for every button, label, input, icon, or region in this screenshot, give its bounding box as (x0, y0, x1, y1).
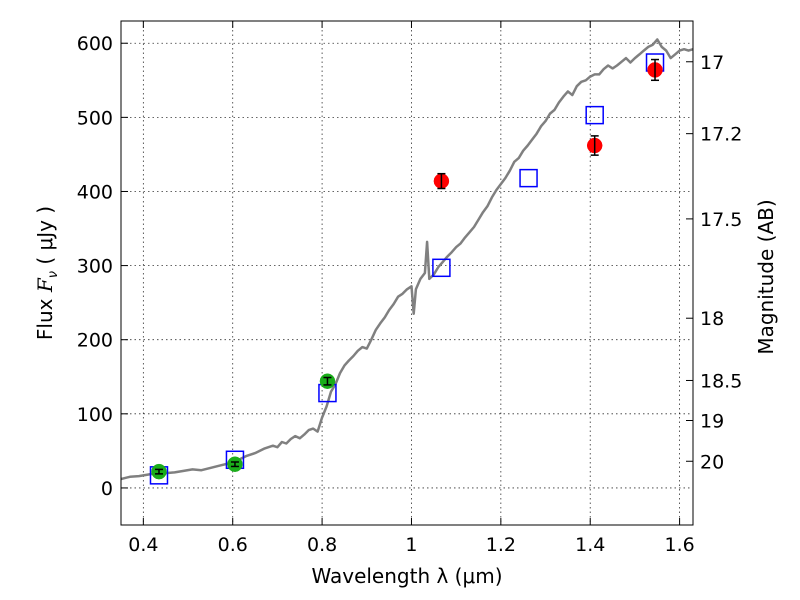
data-layer (121, 38, 693, 485)
y-axis-label-unit: ( μJy ) (33, 206, 57, 271)
axes-layer: 0.4 0.6 0.8 1 1.2 1.4 1.6 0 100 200 300 400 500 600 17… (77, 21, 742, 556)
x-tick-label: 0.6 (218, 534, 248, 556)
model-point (432, 258, 451, 278)
spectrum-line (121, 38, 693, 481)
x-tick-label: 0.8 (307, 534, 337, 556)
y-axis-label-prefix: Flux (33, 292, 57, 340)
y-tick-label: 400 (77, 181, 113, 203)
y-tick-label: 100 (77, 404, 113, 426)
x-tick-label: 1 (405, 534, 417, 556)
x-tick-label: 1.4 (575, 534, 605, 556)
x-tick-label: 0.4 (128, 534, 158, 556)
mag-tick-label: 17.5 (700, 209, 742, 231)
mag-tick-label: 18.5 (700, 370, 742, 392)
x-tick-label: 1.6 (664, 534, 694, 556)
mag-tick-label: 17.2 (700, 124, 742, 146)
mag-tick-label: 20 (700, 451, 724, 473)
plot-frame (120, 20, 694, 526)
y-tick-label: 200 (77, 330, 113, 352)
model-point (585, 105, 604, 125)
grid-layer (121, 21, 693, 525)
right-axis-label: Magnitude (AB) (754, 199, 778, 354)
y-tick-label: 500 (77, 107, 113, 129)
mag-tick-label: 19 (700, 410, 724, 432)
y-axis-label: Flux Fν ( μJy ) (33, 206, 61, 340)
mag-tick-label: 18 (700, 308, 724, 330)
x-axis-label: Wavelength λ (μm) (311, 564, 502, 588)
y-tick-label: 300 (77, 256, 113, 278)
y-tick-label: 0 (101, 478, 113, 500)
x-tick-label: 1.2 (486, 534, 516, 556)
y-axis-label-symbol: F (33, 277, 57, 293)
model-point (519, 168, 538, 188)
y-axis-label-subscript: ν (46, 271, 61, 278)
y-tick-label: 600 (77, 33, 113, 55)
mag-tick-label: 17 (700, 52, 724, 74)
